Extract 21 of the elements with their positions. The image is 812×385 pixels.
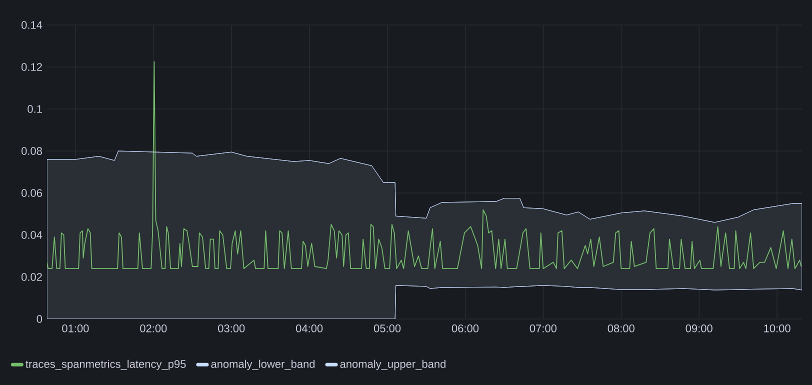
x-tick-label: 02:00: [140, 324, 167, 332]
x-tick-label: 06:00: [452, 324, 479, 332]
y-tick-label: 0.08: [22, 147, 42, 155]
y-tick-label: 0.1: [28, 105, 42, 113]
x-tick-label: 04:00: [296, 324, 323, 332]
x-tick-label: 07:00: [530, 324, 557, 332]
x-tick-label: 05:00: [374, 324, 401, 332]
y-tick-label: 0.06: [22, 189, 42, 197]
y-tick-label: 0.02: [22, 273, 42, 281]
x-tick-label: 09:00: [686, 324, 712, 332]
y-tick-label: 0.14: [22, 21, 42, 29]
legend-label: anomaly_upper_band: [340, 360, 446, 370]
x-tick-label: 10:00: [764, 324, 790, 332]
y-tick-label: 0.04: [22, 231, 42, 239]
y-tick-label: 0: [36, 315, 42, 323]
x-tick-label: 08:00: [608, 324, 634, 332]
x-tick-label: 01:00: [62, 324, 89, 332]
legend-label: traces_spanmetrics_latency_p95: [26, 360, 186, 370]
y-tick-label: 0.12: [22, 63, 42, 71]
x-tick-label: 03:00: [218, 324, 245, 332]
legend-label: anomaly_lower_band: [211, 360, 315, 370]
